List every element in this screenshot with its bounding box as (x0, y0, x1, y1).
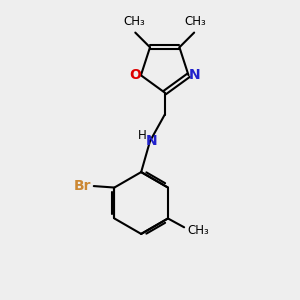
Text: CH₃: CH₃ (187, 224, 209, 237)
Text: N: N (189, 68, 200, 82)
Text: CH₃: CH₃ (185, 15, 206, 28)
Text: O: O (129, 68, 141, 82)
Text: H: H (137, 129, 146, 142)
Text: CH₃: CH₃ (123, 15, 145, 28)
Text: N: N (146, 134, 157, 148)
Text: Br: Br (73, 179, 91, 193)
